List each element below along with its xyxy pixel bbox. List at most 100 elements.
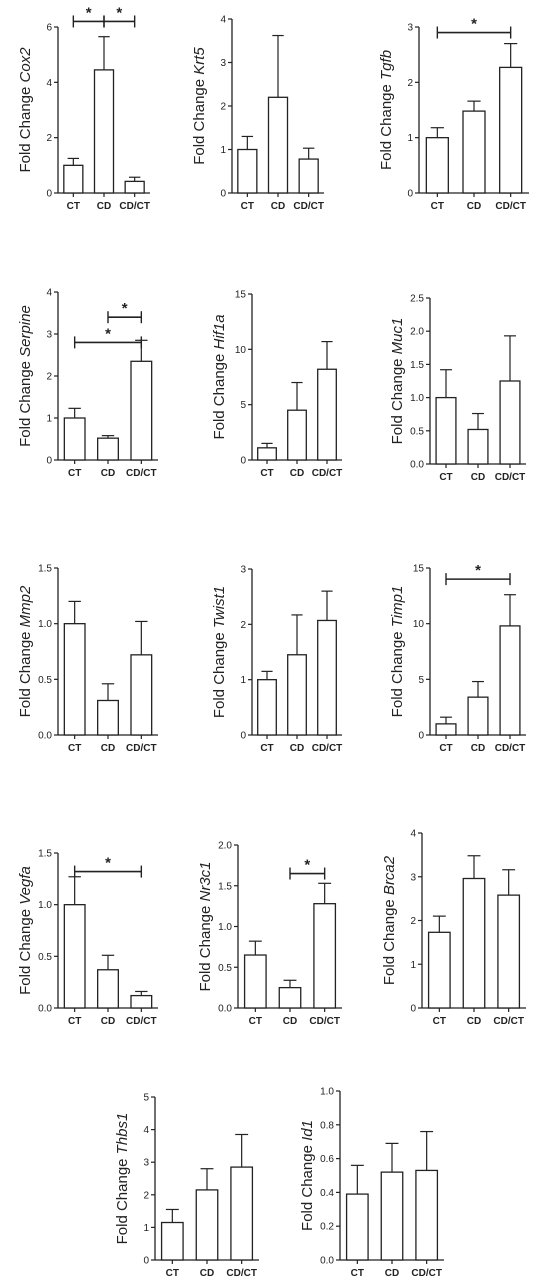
bar-cd-ct: [130, 654, 153, 736]
bar-cd-ct: [499, 66, 523, 194]
y-tick-label: 1.0: [38, 900, 52, 911]
bar-cd-ct: [230, 1166, 254, 1261]
y-axis-label: Fold Change Serpine: [17, 305, 34, 447]
y-tick-label: 3: [410, 872, 416, 883]
bar-ct: [435, 396, 457, 465]
category-label: CT: [431, 201, 444, 212]
y-tick-label: 1: [46, 414, 52, 425]
significance-star: *: [86, 4, 92, 21]
y-tick-label: 0: [240, 731, 246, 742]
category-label: CT: [249, 1016, 262, 1027]
y-axis-label-gene: Krt5: [191, 47, 208, 75]
bar-cd: [97, 437, 119, 461]
bar-cd: [462, 110, 486, 194]
y-axis-label-prefix: Fold Change: [17, 905, 34, 995]
bar-cd-ct: [497, 894, 521, 1009]
category-label: CD: [97, 201, 111, 212]
category-label: CT: [351, 1268, 364, 1279]
category-label: CT: [260, 468, 273, 479]
y-tick-label: 2.5: [410, 294, 424, 305]
panel-muc1: 0.0 0.5 1.0 1.5 2.0 2.5 CT CD CD/CT Fold Change M…: [389, 294, 526, 483]
category-label: CD/CT: [312, 468, 343, 479]
y-axis-label: Fold Change Hif1a: [211, 314, 228, 439]
category-label: CD: [200, 1268, 214, 1279]
bar-ct: [160, 1221, 184, 1261]
category-label: CT: [68, 743, 81, 754]
category-label: CD/CT: [495, 201, 526, 212]
y-axis-label-gene: Id1: [299, 1120, 316, 1141]
y-tick-label: 0.0: [38, 1004, 52, 1015]
y-axis-label-gene: Mmp2: [17, 585, 34, 627]
y-axis-label: Fold Change Id1: [299, 1120, 316, 1231]
bar-cd-ct: [415, 1169, 439, 1261]
bar-cd: [97, 969, 119, 1009]
bar-cd-ct: [130, 994, 153, 1009]
category-label: CD/CT: [226, 1268, 257, 1279]
y-axis-label-gene: Brca2: [381, 855, 398, 895]
y-axis-label-gene: Hif1a: [211, 314, 228, 349]
panel-brca2: 0 1 2 3 4 CT CD CD/CT Fold Change Brca2: [381, 829, 526, 1027]
y-tick-label: 3: [240, 565, 246, 576]
y-axis-label: Fold Change Timp1: [389, 586, 406, 718]
y-axis-label-prefix: Fold Change: [299, 1141, 316, 1231]
y-tick-label: 2.0: [410, 327, 424, 338]
y-tick-label: 2: [410, 916, 416, 927]
y-axis-label: Fold Change Muc1: [389, 318, 406, 445]
bar-ct: [345, 1193, 369, 1261]
y-tick-label: 3: [46, 330, 52, 341]
significance-star: *: [105, 855, 111, 872]
panel-id1: 0.0 0.2 0.4 0.6 0.8 1.0 CT CD CD/CT Fold Change I…: [299, 1087, 444, 1279]
y-tick-label: 2: [46, 133, 52, 144]
y-tick-label: 1.0: [38, 619, 52, 630]
y-tick-label: 3: [143, 1158, 149, 1169]
y-tick-label: 10: [413, 619, 425, 630]
bar-cd-ct: [313, 903, 337, 1009]
category-label: CD/CT: [126, 468, 157, 479]
y-axis-label-gene: Thbs1: [114, 1113, 131, 1155]
y-axis-label-prefix: Fold Change: [17, 82, 34, 172]
y-axis-label-gene: Serpine: [17, 305, 34, 357]
panel-thbs1: 0 1 2 3 4 5 CT CD CD/CT Fold Change Thbs1: [114, 1093, 259, 1279]
category-label: CD/CT: [126, 743, 157, 754]
y-tick-label: 0.6: [320, 1154, 334, 1165]
y-axis-label-gene: Nr3c1: [197, 861, 214, 901]
bar-ct: [243, 954, 267, 1009]
bar-ct: [63, 904, 86, 1009]
y-tick-label: 1.0: [410, 393, 424, 404]
bar-ct: [425, 137, 449, 194]
y-axis-label-gene: Vegfa: [17, 866, 34, 905]
y-tick-label: 4: [46, 78, 52, 89]
bar-ct: [237, 148, 258, 194]
y-tick-label: 0: [46, 189, 52, 200]
bar-ct: [257, 447, 277, 461]
panel-krt5: 0 1 2 3 4 CT CD CD/CT Fold Change Krt5: [191, 15, 324, 212]
y-tick-label: 4: [143, 1125, 149, 1136]
bar-cd-ct: [130, 360, 153, 461]
panel-hif1a: 0 5 10 15 CT CD CD/CT Fold Change Hif1a: [211, 290, 342, 480]
significance-star: *: [105, 325, 111, 342]
y-axis-label-prefix: Fold Change: [17, 357, 34, 447]
significance-star: *: [122, 300, 128, 317]
category-label: CD: [467, 1016, 481, 1027]
category-label: CD: [101, 743, 115, 754]
y-tick-label: 2: [143, 1190, 149, 1201]
y-tick-label: 0.0: [410, 460, 424, 471]
category-label: CD: [290, 468, 304, 479]
category-label: CD/CT: [411, 1268, 442, 1279]
category-label: CT: [241, 201, 254, 212]
category-label: CD/CT: [493, 1016, 524, 1027]
y-tick-label: 2: [407, 78, 413, 89]
y-tick-label: 5: [143, 1093, 149, 1104]
y-axis-label: Fold Change Brca2: [381, 855, 398, 985]
y-axis-label: Fold Change Mmp2: [17, 585, 34, 717]
bar-ct: [63, 417, 86, 461]
y-axis-label-gene: Muc1: [389, 318, 406, 355]
panel-serpine: 0 1 2 3 4 CT CD CD/CT * * Fold Change Serpine: [17, 288, 158, 479]
y-tick-label: 2: [240, 620, 246, 631]
category-label: CD/CT: [309, 1016, 340, 1027]
category-label: CD: [385, 1268, 399, 1279]
category-label: CD: [471, 472, 485, 483]
bar-cd: [267, 96, 289, 194]
y-axis-label-prefix: Fold Change: [211, 349, 228, 439]
